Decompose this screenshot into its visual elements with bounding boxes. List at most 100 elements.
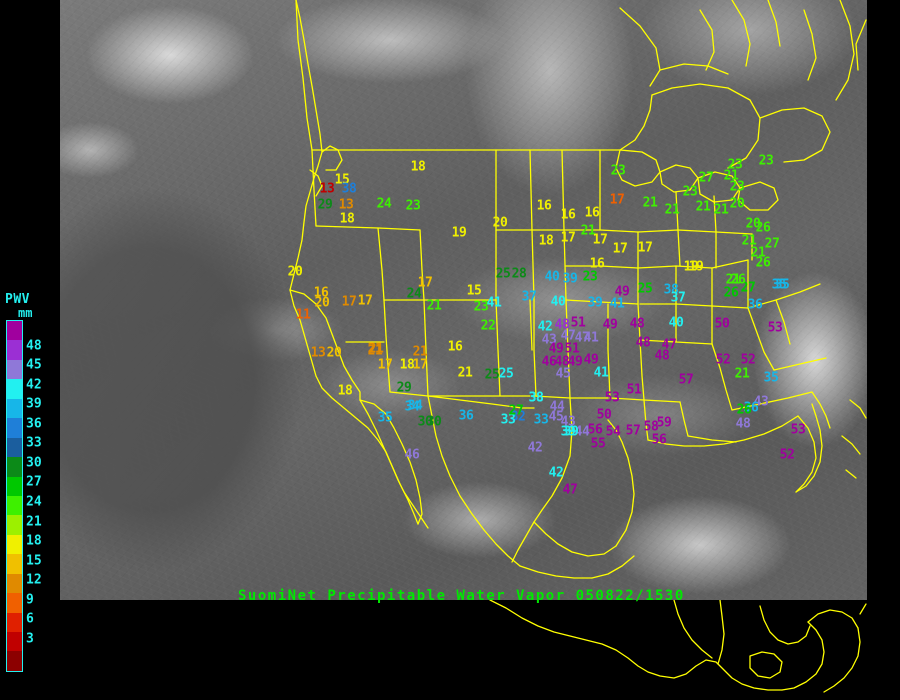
pwv-station-value: 58 [643, 419, 659, 435]
pwv-station-value: 57 [678, 372, 694, 388]
colorbar-tick-label: 3 [26, 631, 34, 647]
pwv-station-value: 47 [661, 337, 677, 353]
pwv-station-value: 21 [367, 341, 383, 357]
pwv-station-value: 41 [486, 295, 502, 311]
pwv-station-value: 23 [758, 153, 774, 169]
pwv-station-value: 20 [492, 215, 508, 231]
pwv-station-value: 28 [511, 266, 527, 282]
pwv-station-value: 43 [753, 394, 769, 410]
pwv-station-value: 15 [334, 172, 350, 188]
pwv-station-value: 17 [637, 240, 653, 256]
pwv-station-value: 25 [484, 367, 500, 383]
pwv-station-value: 42 [548, 465, 564, 481]
pwv-station-value: 52 [740, 352, 756, 368]
pwv-station-value: 41 [609, 296, 625, 312]
pwv-station-value: 47 [560, 328, 576, 344]
pwv-station-value: 30 [417, 414, 433, 430]
pwv-station-value: 16 [560, 207, 576, 223]
pwv-station-value: 22 [480, 318, 496, 334]
pwv-station-value: 52 [779, 447, 795, 463]
pwv-station-value: 44 [574, 424, 590, 440]
colorbar-tick-label: 24 [26, 494, 42, 510]
pwv-station-value: 21 [725, 272, 741, 288]
pwv-station-value: 16 [313, 285, 329, 301]
pwv-station-value: 34 [404, 399, 420, 415]
pwv-station-value: 38 [528, 390, 544, 406]
pwv-station-value: 41 [583, 330, 599, 346]
pwv-station-value: 45 [555, 366, 571, 382]
colorbar-swatch [7, 398, 22, 419]
colorbar-swatch [7, 573, 22, 594]
pwv-station-value: 26 [736, 402, 752, 418]
pwv-station-value: 38 [528, 390, 544, 406]
pwv-station-value: 49 [567, 354, 583, 370]
pwv-station-value: 17 [592, 232, 608, 248]
pwv-station-value: 20 [287, 264, 303, 280]
pwv-station-value: 48 [654, 348, 670, 364]
pwv-station-value: 27 [764, 236, 780, 252]
colorbar-tick-label: 9 [26, 592, 34, 608]
colorbar-tick-label: 12 [26, 572, 42, 588]
pwv-station-value: 57 [625, 423, 641, 439]
pwv-station-value: 38 [341, 181, 357, 197]
pwv-station-value: 33 [533, 412, 549, 428]
pwv-station-value: 32 [510, 409, 526, 425]
pwv-station-value: 26 [755, 220, 771, 236]
pwv-station-value: 26 [723, 285, 739, 301]
pwv-station-value: 37 [521, 289, 537, 305]
pwv-station-value: 48 [735, 416, 751, 432]
pwv-station-value: 49 [614, 284, 630, 300]
pwv-station-value: 21 [580, 223, 596, 239]
pwv-station-value: 36 [747, 297, 763, 313]
pwv-station-value: 53 [790, 422, 806, 438]
pwv-station-value: 56 [651, 432, 667, 448]
colorbar-swatch [7, 340, 22, 360]
colorbar-gradient [6, 320, 23, 672]
colorbar-swatch [7, 437, 22, 458]
pwv-station-value: 39 [560, 424, 576, 440]
pwv-station-value: 20 [745, 216, 761, 232]
colorbar-swatch [7, 321, 22, 341]
pwv-station-value: 27 [698, 170, 714, 186]
colorbar-tick-label: 27 [26, 474, 42, 490]
pwv-station-value: 41 [593, 365, 609, 381]
colorbar-tick-labels: 48 45 42 39 36 33 30 27 24 21 18 15 12 9 6 3 [26, 320, 60, 672]
pwv-station-value: 48 [635, 335, 651, 351]
pwv-station-value: 59 [656, 415, 672, 431]
colorbar-swatch [7, 651, 22, 671]
pwv-station-value: 13 [338, 197, 354, 213]
pwv-station-value: 50 [596, 407, 612, 423]
pwv-station-value: 25 [498, 366, 514, 382]
pwv-station-value: 35 [377, 410, 393, 426]
pwv-station-value: 21 [426, 298, 442, 314]
pwv-station-value: 49 [548, 341, 564, 357]
pwv-station-value: 53 [767, 320, 783, 336]
pwv-station-value: 51 [564, 341, 580, 357]
satellite-image-panel: 18 15 13 38 29 13 24 23 18 19 20 16 16 16 17 23 21 23 27 21… [60, 0, 867, 600]
pwv-station-value: 18 [399, 357, 415, 373]
pwv-station-value: 26 [755, 255, 771, 271]
pwv-station-value: 16 [447, 339, 463, 355]
pwv-station-value: 50 [714, 316, 730, 332]
pwv-station-value: 49 [583, 352, 599, 368]
legend-title: PWV [5, 292, 30, 307]
pwv-station-value: 24 [376, 196, 392, 212]
pwv-station-value: 35 [763, 370, 779, 386]
pwv-station-value: 18 [339, 211, 355, 227]
pwv-station-value: 29 [317, 197, 333, 213]
colorbar-swatch [7, 476, 22, 496]
pwv-station-value: 23 [729, 179, 745, 195]
pwv-station-value: 23 [405, 198, 421, 214]
pwv-station-value: 40 [550, 294, 566, 310]
pwv-station-value: 23 [473, 299, 489, 315]
pwv-station-value: 24 [406, 286, 422, 302]
colorbar-swatch [7, 515, 22, 535]
pwv-station-value: 39 [563, 424, 579, 440]
legend-units: mm [18, 306, 33, 320]
pwv-station-value: 39 [562, 271, 578, 287]
pwv-station-value: 19 [688, 259, 704, 275]
colorbar-tick-label: 45 [26, 357, 42, 373]
pwv-station-value: 51 [570, 315, 586, 331]
pwv-station-value: 40 [668, 315, 684, 331]
pwv-station-value: 38 [663, 282, 679, 298]
